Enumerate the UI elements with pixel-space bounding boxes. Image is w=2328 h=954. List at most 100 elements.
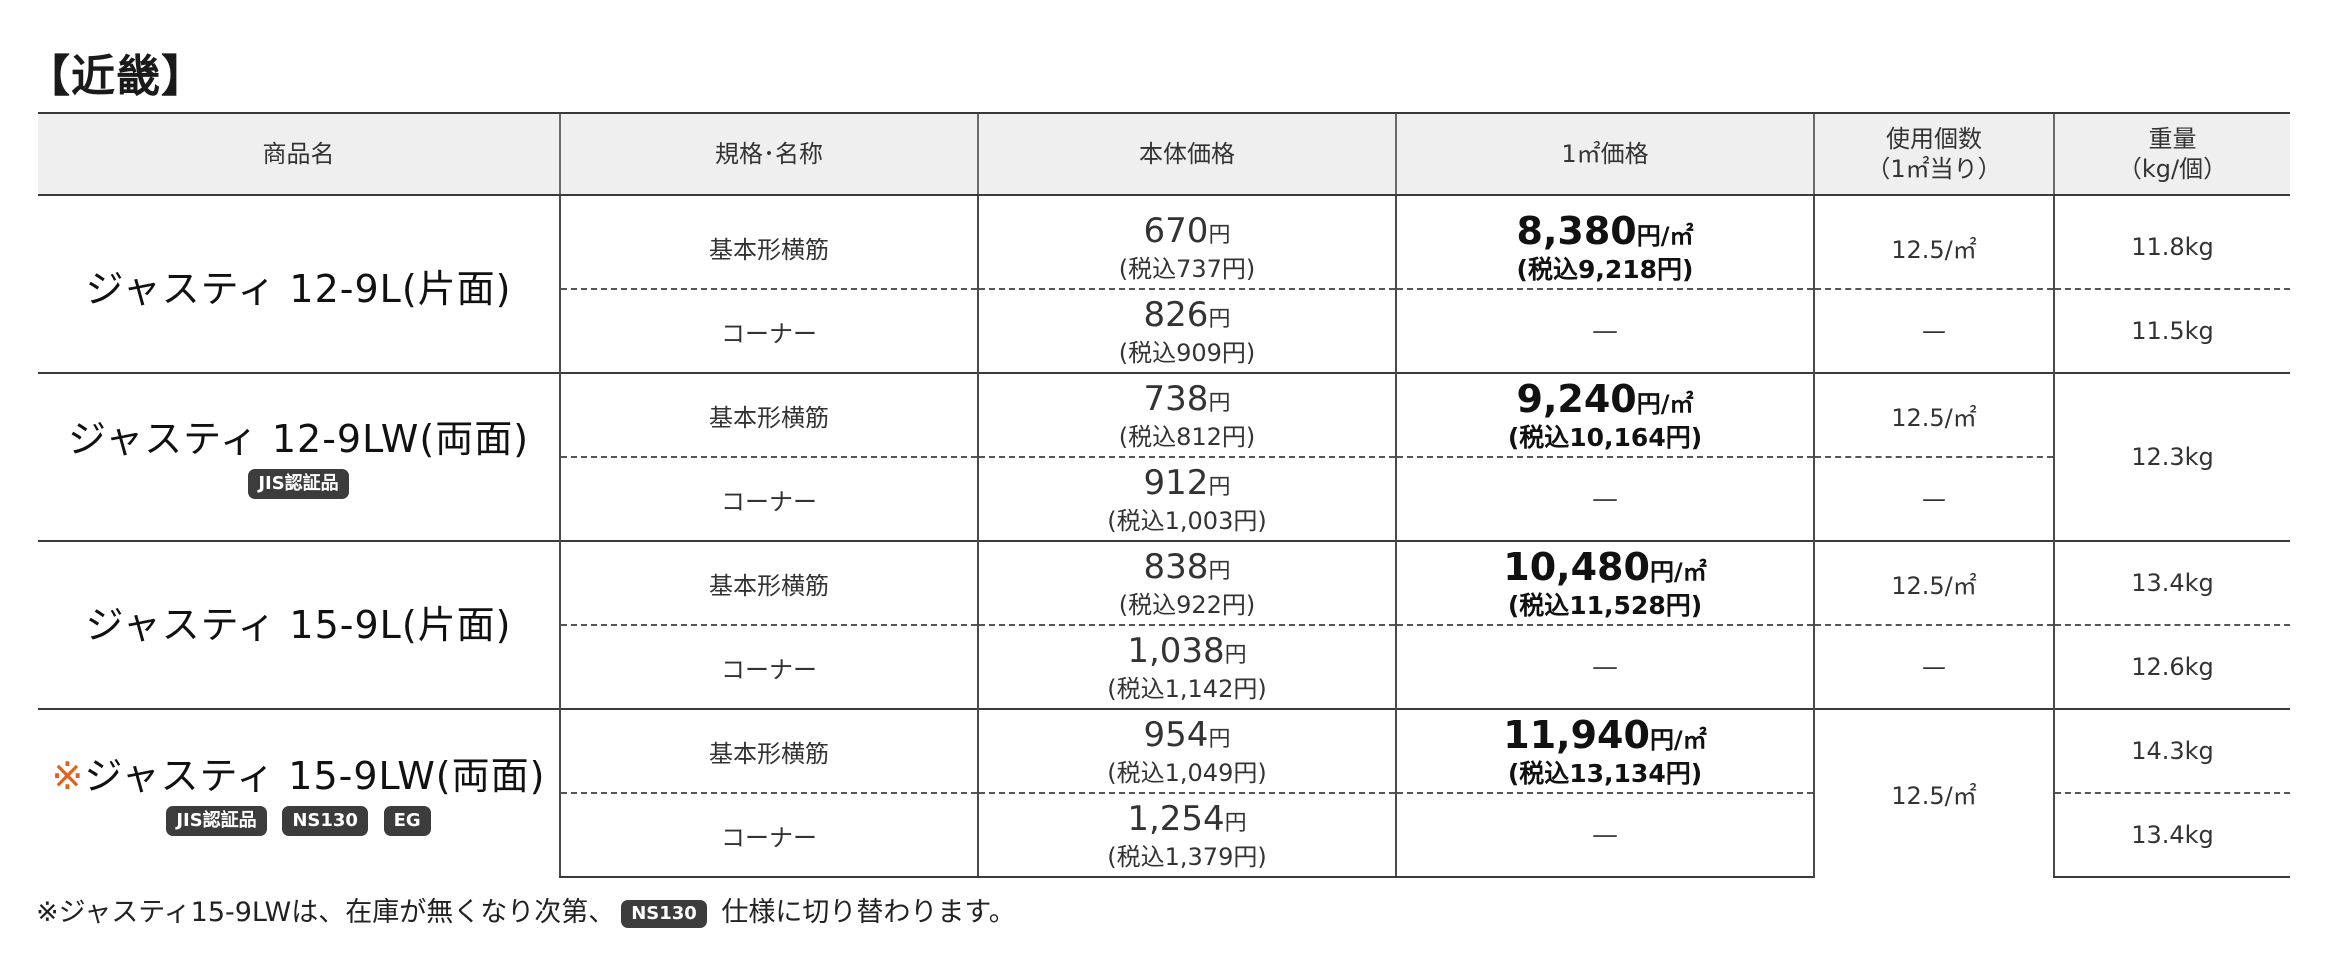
product-name-cell: ジャスティ 15-9L(片面) bbox=[38, 540, 560, 709]
body-price: 1,254 bbox=[1127, 798, 1225, 839]
spec-cell: 基本形横筋 bbox=[559, 540, 978, 625]
table-row: コーナー 1,254円 (税込1,379円) — 13.4kg bbox=[38, 792, 2290, 878]
empty-dash: — bbox=[1592, 652, 1618, 682]
weight-cell: 13.4kg bbox=[2053, 792, 2290, 878]
sqm-price-cell: — bbox=[1395, 456, 1814, 541]
body-price: 954 bbox=[1143, 714, 1209, 755]
spec-cell: コーナー bbox=[559, 288, 978, 373]
body-price-tax: (税込922円) bbox=[1118, 590, 1256, 619]
table-header-row: 商品名 規格･名称 本体価格 1㎡価格 使用個数 （1㎡当り） 重量 （kg/個） bbox=[38, 112, 2290, 196]
table-row: ジャスティ 15-9L(片面) 基本形横筋 838円 (税込922円) 10,4… bbox=[38, 540, 2290, 709]
note-mark: ※ bbox=[51, 753, 85, 798]
sqm-price-cell: 10,480円/㎡ (税込11,528円) bbox=[1395, 540, 1814, 625]
body-price-cell: 826円 (税込909円) bbox=[977, 288, 1396, 373]
body-price-tax: (税込909円) bbox=[1118, 338, 1256, 367]
sqm-price-cell: 11,940円/㎡ (税込13,134円) bbox=[1395, 708, 1814, 793]
sqm-price: 11,940 bbox=[1503, 712, 1650, 757]
body-price: 1,038 bbox=[1127, 630, 1225, 671]
header-spec: 規格･名称 bbox=[559, 112, 978, 196]
spec-cell: コーナー bbox=[559, 456, 978, 541]
footnote-text: ※ジャスティ15-9LWは、在庫が無くなり次第、 bbox=[36, 897, 616, 928]
jis-badge: JIS認証品 bbox=[166, 805, 267, 836]
body-price-tax: (税込1,142円) bbox=[1107, 674, 1267, 703]
empty-dash: — bbox=[1592, 316, 1618, 346]
body-price: 826 bbox=[1143, 294, 1209, 335]
sqm-price-tax: (税込10,164円) bbox=[1507, 422, 1703, 452]
table-row: ジャスティ 12-9LW(両面) JIS認証品 基本形横筋 738円 (税込81… bbox=[38, 372, 2290, 541]
price-table: 商品名 規格･名称 本体価格 1㎡価格 使用個数 （1㎡当り） 重量 （kg/個） … bbox=[38, 112, 2290, 878]
body-price-tax: (税込1,379円) bbox=[1107, 842, 1267, 871]
body-price-tax: (税込812円) bbox=[1118, 422, 1256, 451]
spec-cell: 基本形横筋 bbox=[559, 206, 978, 289]
sqm-price-tax: (税込9,218円) bbox=[1516, 254, 1694, 284]
header-product-name: 商品名 bbox=[38, 112, 560, 196]
body-price-cell: 912円 (税込1,003円) bbox=[977, 456, 1396, 541]
region-title: 【近畿】 bbox=[26, 51, 206, 102]
weight-cell: 11.8kg bbox=[2053, 206, 2290, 289]
table-row: コーナー 1,038円 (税込1,142円) — — 12.6kg bbox=[38, 624, 2290, 709]
usage-cell: 12.5/㎡ bbox=[1813, 372, 2054, 457]
weight-cell: 12.6kg bbox=[2053, 624, 2290, 709]
header-sqm-price: 1㎡価格 bbox=[1395, 112, 1814, 196]
sqm-price-cell: — bbox=[1395, 792, 1814, 878]
sqm-price: 8,380 bbox=[1516, 208, 1637, 253]
product-name: ジャスティ 12-9LW(両面) bbox=[67, 417, 530, 461]
footnote: ※ジャスティ15-9LWは、在庫が無くなり次第、 NS130 仕様に切り替わります… bbox=[36, 890, 1016, 929]
spec-cell: コーナー bbox=[559, 792, 978, 878]
usage-cell: — bbox=[1813, 624, 2054, 709]
body-price-cell: 1,254円 (税込1,379円) bbox=[977, 792, 1396, 878]
header-body-price: 本体価格 bbox=[977, 112, 1396, 196]
table-row: コーナー 826円 (税込909円) — — 11.5kg bbox=[38, 288, 2290, 373]
body-price-cell: 1,038円 (税込1,142円) bbox=[977, 624, 1396, 709]
sqm-price: 9,240 bbox=[1516, 376, 1637, 421]
usage-cell: 12.5/㎡ bbox=[1813, 540, 2054, 625]
sqm-price-tax: (税込13,134円) bbox=[1507, 758, 1703, 788]
product-name-cell: ジャスティ 12-9L(片面) bbox=[38, 206, 560, 373]
header-usage: 使用個数 （1㎡当り） bbox=[1813, 112, 2054, 196]
eg-badge: EG bbox=[383, 805, 431, 836]
usage-cell: — bbox=[1813, 456, 2054, 541]
sqm-price-cell: — bbox=[1395, 288, 1814, 373]
body-price-cell: 838円 (税込922円) bbox=[977, 540, 1396, 625]
sqm-price-cell: 9,240円/㎡ (税込10,164円) bbox=[1395, 372, 1814, 457]
table-row: コーナー 912円 (税込1,003円) — — bbox=[38, 456, 2290, 541]
body-price-cell: 738円 (税込812円) bbox=[977, 372, 1396, 457]
product-name-cell: ジャスティ 12-9LW(両面) JIS認証品 bbox=[38, 372, 560, 541]
weight-cell: 14.3kg bbox=[2053, 708, 2290, 793]
body-price: 670 bbox=[1143, 210, 1209, 251]
sqm-price-cell: — bbox=[1395, 624, 1814, 709]
usage-cell: 12.5/㎡ bbox=[1813, 708, 2054, 877]
table-row: ジャスティ 12-9L(片面) 基本形横筋 670円 (税込737円) 8,38… bbox=[38, 206, 2290, 311]
usage-cell: 12.5/㎡ bbox=[1813, 206, 2054, 289]
jis-badge: JIS認証品 bbox=[248, 469, 349, 499]
body-price-cell: 670円 (税込737円) bbox=[977, 206, 1396, 289]
spec-cell: コーナー bbox=[559, 624, 978, 709]
body-price-tax: (税込1,049円) bbox=[1107, 758, 1267, 787]
empty-dash: — bbox=[1592, 484, 1618, 514]
body-price: 912 bbox=[1143, 462, 1209, 503]
empty-dash: — bbox=[1592, 820, 1618, 850]
weight-cell: 12.3kg bbox=[2053, 372, 2290, 541]
ns130-badge: NS130 bbox=[621, 899, 707, 928]
spec-cell: 基本形横筋 bbox=[559, 708, 978, 793]
weight-cell: 13.4kg bbox=[2053, 540, 2290, 625]
product-name: ジャスティ 12-9L(片面) bbox=[85, 267, 512, 311]
body-price-tax: (税込1,003円) bbox=[1107, 506, 1267, 535]
ns130-badge: NS130 bbox=[282, 805, 368, 836]
product-name: ジャスティ 15-9L(片面) bbox=[85, 603, 512, 647]
product-name: ジャスティ 15-9LW(両面) bbox=[84, 753, 546, 798]
sqm-price: 10,480 bbox=[1503, 544, 1650, 589]
spec-cell: 基本形横筋 bbox=[559, 372, 978, 457]
sqm-price-cell: 8,380円/㎡ (税込9,218円) bbox=[1395, 206, 1814, 289]
body-price-cell: 954円 (税込1,049円) bbox=[977, 708, 1396, 793]
table-row: ※ジャスティ 15-9LW(両面) JIS認証品 NS130 EG 基本形横筋 … bbox=[38, 708, 2290, 877]
header-weight: 重量 （kg/個） bbox=[2053, 112, 2290, 196]
usage-cell: — bbox=[1813, 288, 2054, 373]
sqm-price-tax: (税込11,528円) bbox=[1507, 590, 1703, 620]
body-price: 738 bbox=[1143, 378, 1209, 419]
weight-cell: 11.5kg bbox=[2053, 288, 2290, 373]
footnote-text-end: 仕様に切り替わります。 bbox=[712, 897, 1016, 928]
body-price: 838 bbox=[1143, 546, 1209, 587]
body-price-tax: (税込737円) bbox=[1118, 254, 1256, 283]
product-name-cell: ※ジャスティ 15-9LW(両面) JIS認証品 NS130 EG bbox=[38, 708, 560, 877]
